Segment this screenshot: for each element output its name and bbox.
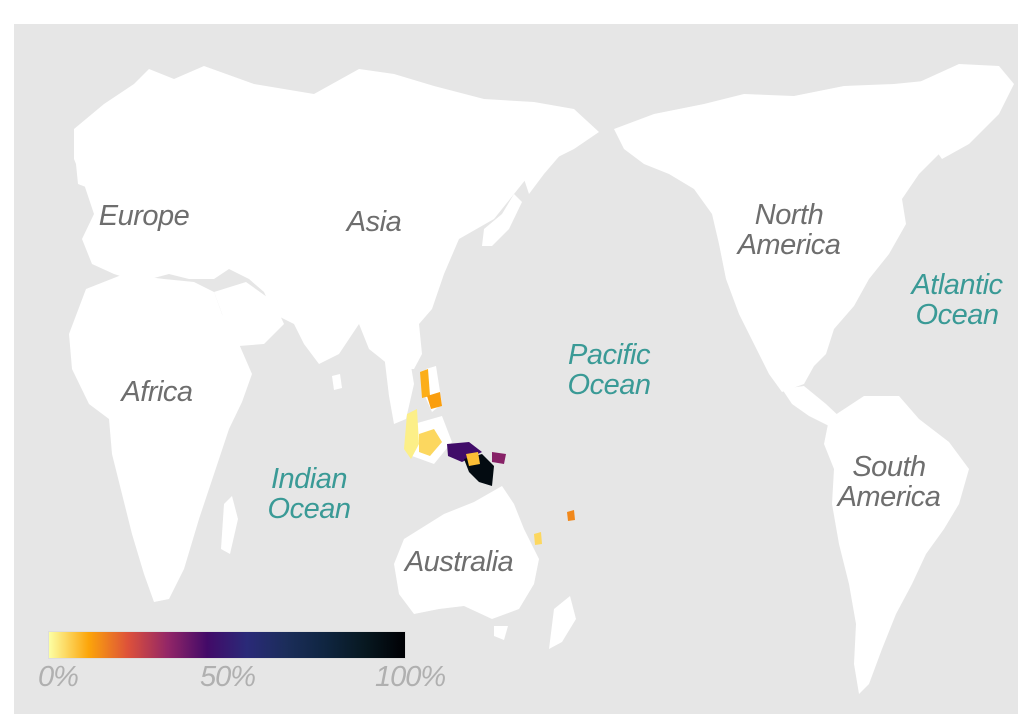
label-north-america: North America	[737, 199, 841, 261]
legend-colorbar	[48, 631, 406, 659]
color-legend: 0% 50% 100%	[30, 629, 446, 709]
heat-patch	[419, 429, 442, 456]
greenland-landmass	[904, 64, 1014, 159]
africa-landmass	[69, 274, 252, 602]
label-asia: Asia	[346, 206, 402, 238]
label-europe: Europe	[98, 200, 190, 232]
heat-patch	[492, 452, 506, 464]
new-zealand-landmass	[549, 596, 576, 649]
heat-patch	[404, 409, 419, 459]
south-america-landmass	[824, 396, 969, 694]
world-map: Europe Asia Africa North America South A…	[14, 24, 1018, 714]
heat-patch	[427, 392, 442, 409]
uk-landmass	[76, 152, 96, 189]
eurasia-landmass	[74, 66, 599, 369]
label-australia: Australia	[404, 546, 514, 578]
scandinavia-landmass	[134, 82, 194, 136]
madagascar-landmass	[221, 496, 238, 554]
arabia-landmass	[214, 282, 284, 346]
heat-patch	[466, 452, 480, 466]
label-indian-ocean: Indian Ocean	[267, 463, 351, 525]
kamchatka-landmass	[514, 114, 574, 194]
heat-patch	[534, 532, 542, 545]
legend-tick-0: 0%	[38, 661, 79, 693]
se-asia-peninsula	[384, 354, 414, 424]
sri-lanka-landmass	[332, 374, 342, 390]
legend-tick-50: 50%	[200, 661, 256, 693]
heat-patch	[447, 442, 482, 462]
central-america-landmass	[782, 386, 842, 426]
label-africa: Africa	[121, 376, 193, 408]
heat-layer	[404, 369, 575, 545]
label-south-america: South America	[837, 451, 941, 513]
heat-patch	[420, 369, 430, 398]
legend-tick-100: 100%	[375, 661, 446, 693]
label-atlantic-ocean: Atlantic Ocean	[911, 269, 1003, 331]
japan-landmass	[482, 194, 522, 246]
australia-landmass	[394, 486, 539, 619]
tasmania-landmass	[494, 626, 508, 640]
land-layer	[69, 64, 1014, 694]
label-pacific-ocean: Pacific Ocean	[567, 339, 651, 401]
north-america-landmass	[614, 79, 1004, 392]
heat-patch	[567, 510, 575, 521]
